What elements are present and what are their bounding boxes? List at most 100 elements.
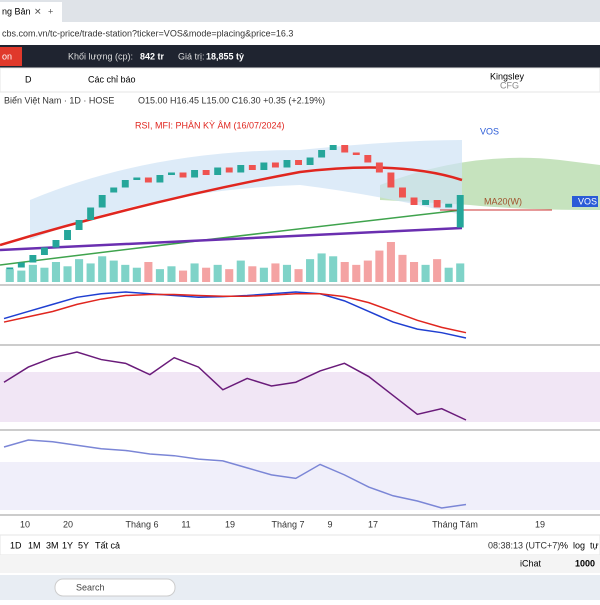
x-tick-label: 17 [368, 519, 378, 529]
candle [248, 165, 256, 170]
auto-toggle[interactable]: tự [590, 540, 599, 550]
candle [17, 262, 25, 268]
new-tab[interactable]: + [48, 6, 53, 16]
candle [75, 220, 83, 230]
candle [6, 267, 14, 270]
tab[interactable] [0, 2, 62, 22]
signal-line [3, 293, 467, 334]
price-tag: VOS [578, 196, 597, 206]
log-toggle[interactable]: log [573, 540, 585, 550]
x-tick-label: 19 [535, 519, 545, 529]
candle [133, 177, 141, 180]
volume-bar [17, 270, 26, 282]
x-tick-label: Tháng Tám [432, 519, 478, 529]
volume-bar [398, 254, 407, 282]
candle [364, 155, 372, 163]
volume-bar [132, 267, 141, 282]
status-bar [0, 555, 600, 573]
volume-bar [5, 269, 14, 282]
volume-bar [456, 263, 465, 282]
candle [445, 203, 453, 208]
volume-bar [86, 263, 95, 282]
range-button[interactable]: 3M [46, 540, 59, 550]
chart: Biển Việt Nam · 1D · HOSE O15.00 H16.45 … [0, 95, 600, 529]
candle [168, 172, 175, 175]
address-bar [0, 22, 600, 45]
volume-label: Khối lượng (cp): [68, 51, 133, 61]
toolbar [0, 67, 600, 93]
candle [352, 152, 360, 155]
volume-bar [98, 256, 107, 282]
volume: 842 tr [140, 51, 165, 61]
volume-bar [352, 264, 361, 282]
volume-bar [121, 264, 130, 282]
volume-bar [109, 260, 118, 282]
candle [40, 247, 48, 255]
tab-close[interactable]: ✕ [34, 6, 42, 16]
range-button[interactable]: Tất cả [95, 540, 120, 550]
candle [260, 162, 268, 170]
chat[interactable]: iChat [520, 558, 542, 568]
candle [225, 167, 233, 173]
volume-bar [386, 242, 395, 282]
app-header [0, 45, 600, 68]
volume-bar [236, 260, 245, 282]
candle [52, 240, 60, 248]
macd-line [3, 291, 467, 339]
value-label: Giá trị: [178, 51, 205, 61]
candle [98, 195, 106, 208]
volume-bar [40, 267, 49, 282]
candle [156, 175, 164, 183]
volume-bar [421, 264, 430, 282]
x-tick-label: 10 [20, 519, 30, 529]
candle [306, 157, 314, 165]
rsi-line [3, 351, 467, 421]
x-tick-label: 9 [327, 519, 332, 529]
value: 18,855 tỷ [206, 51, 244, 61]
candle [202, 170, 210, 175]
pct-toggle[interactable]: % [560, 540, 568, 550]
volume-bar [375, 250, 384, 282]
volume-bar [363, 260, 372, 282]
indicators[interactable]: Các chỉ báo [88, 74, 136, 84]
volume-bar [225, 269, 234, 282]
volume-bar [329, 256, 338, 282]
candle [329, 145, 337, 150]
volume-bar [75, 259, 84, 282]
tab-bar [0, 0, 600, 22]
candle [410, 197, 418, 205]
candle [341, 145, 349, 153]
account[interactable]: Kingsley [490, 71, 525, 81]
candle [237, 165, 245, 173]
range-button[interactable]: 1Y [62, 540, 73, 550]
volume-bar [190, 263, 199, 282]
search-box[interactable] [54, 578, 176, 597]
volume-bar [340, 262, 349, 282]
header-button[interactable] [0, 47, 22, 66]
tab-title: ng Bản [2, 6, 31, 16]
volume-bar [178, 270, 188, 282]
range-button[interactable]: 1M [28, 540, 41, 550]
ma-label: MA20(W) [484, 196, 522, 206]
candle [295, 160, 302, 165]
price-tag-box [572, 196, 598, 207]
range-button[interactable]: 1D [10, 540, 22, 550]
range-button[interactable]: 5Y [78, 540, 89, 550]
interval[interactable]: D [25, 74, 32, 84]
candle [191, 170, 199, 178]
candle [318, 150, 326, 158]
volume-bar [444, 267, 453, 282]
volume-bar [51, 262, 61, 282]
url[interactable]: cbs.com.vn/tc-price/trade-station?ticker… [2, 28, 293, 38]
volume-bar [202, 267, 211, 282]
volume-bar [271, 263, 280, 282]
volume-bar [409, 262, 419, 282]
volume-bar [282, 264, 292, 282]
clock: 08:38:13 (UTC+7) [488, 540, 560, 550]
ohlc: O15.00 H16.45 L15.00 C16.30 +0.35 (+2.19… [138, 95, 325, 105]
volume-bar [63, 266, 72, 282]
candle [387, 172, 395, 188]
qty: 1000 [575, 558, 595, 568]
search: Search [76, 582, 105, 592]
